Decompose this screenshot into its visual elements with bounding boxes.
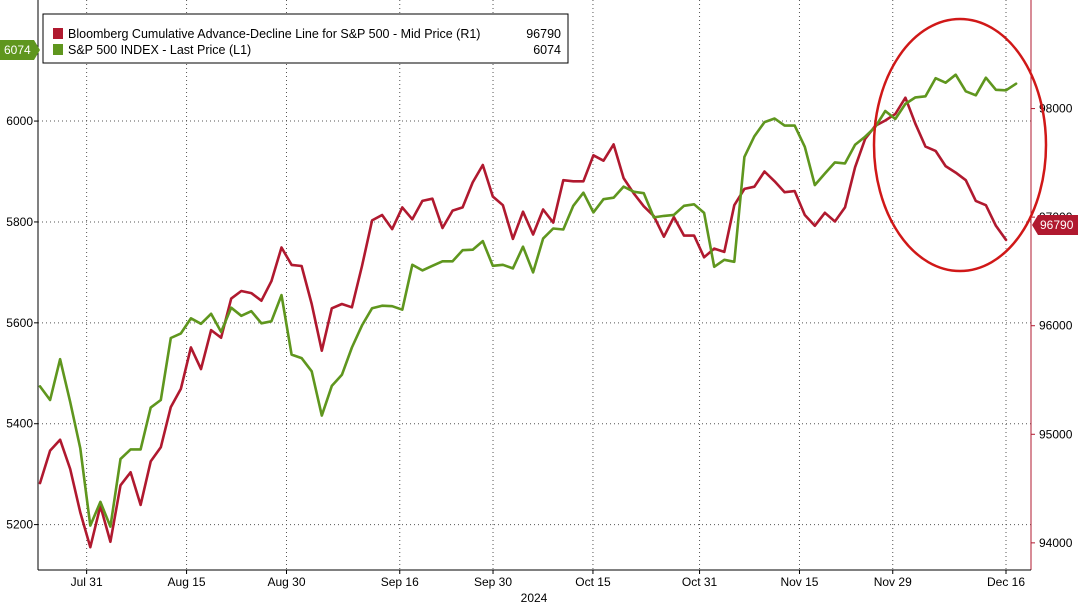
grid-layer [38, 0, 1031, 570]
right-badge-text: 96790 [1040, 218, 1074, 232]
legend: Bloomberg Cumulative Advance-Decline Lin… [42, 13, 569, 64]
x-tick-label: Nov 15 [780, 575, 818, 589]
legend-value-spx: 6074 [533, 43, 561, 57]
y-right-tick-label: 98000 [1039, 102, 1073, 116]
left-last-price-badge: 6074 [0, 40, 40, 60]
legend-swatch-adline [53, 28, 63, 39]
x-tick-label: Sep 16 [381, 575, 419, 589]
right-badge-shape [1032, 215, 1078, 235]
y-right-tick-label: 94000 [1039, 536, 1073, 550]
x-tick-label: Dec 16 [987, 575, 1025, 589]
legend-label-spx: S&P 500 INDEX - Last Price (L1) [68, 43, 251, 57]
x-tick-label: Oct 15 [575, 575, 611, 589]
y-right-tick-label: 95000 [1039, 427, 1073, 441]
x-tick-label: Aug 30 [267, 575, 305, 589]
x-tick-label: Nov 29 [874, 575, 912, 589]
x-axis-label: 2024 [521, 591, 548, 605]
left-badge-text: 6074 [4, 43, 31, 57]
legend-box [42, 13, 569, 64]
x-tick-label: Jul 31 [71, 575, 103, 589]
legend-swatch-spx [53, 44, 63, 55]
legend-label-adline: Bloomberg Cumulative Advance-Decline Lin… [68, 27, 480, 41]
x-tick-label: Oct 31 [682, 575, 718, 589]
x-tick-label: Sep 30 [474, 575, 512, 589]
x-tick-label: Aug 15 [168, 575, 206, 589]
highlight-ellipse [872, 17, 1048, 273]
series-line-adline [38, 96, 1008, 549]
series-line-spx [38, 73, 1018, 528]
y-left-tick-label: 5600 [6, 316, 33, 330]
right-last-price-badge: 96790 [1032, 215, 1078, 235]
y-left-ticks: 5200 5400 5600 5800 6000 [6, 114, 38, 532]
y-left-tick-label: 5200 [6, 518, 33, 532]
y-right-tick-label: 96000 [1039, 319, 1073, 333]
left-badge-shape [0, 40, 40, 60]
y-left-tick-label: 6000 [6, 114, 33, 128]
legend-value-adline: 96790 [526, 27, 561, 41]
series-layer [38, 73, 1018, 549]
x-ticks: Jul 31 Aug 15 Aug 30 Sep 16 Sep 30 Oct 15 Oct … [71, 570, 1025, 589]
y-left-tick-label: 5400 [6, 417, 33, 431]
y-left-tick-label: 5800 [6, 215, 33, 229]
